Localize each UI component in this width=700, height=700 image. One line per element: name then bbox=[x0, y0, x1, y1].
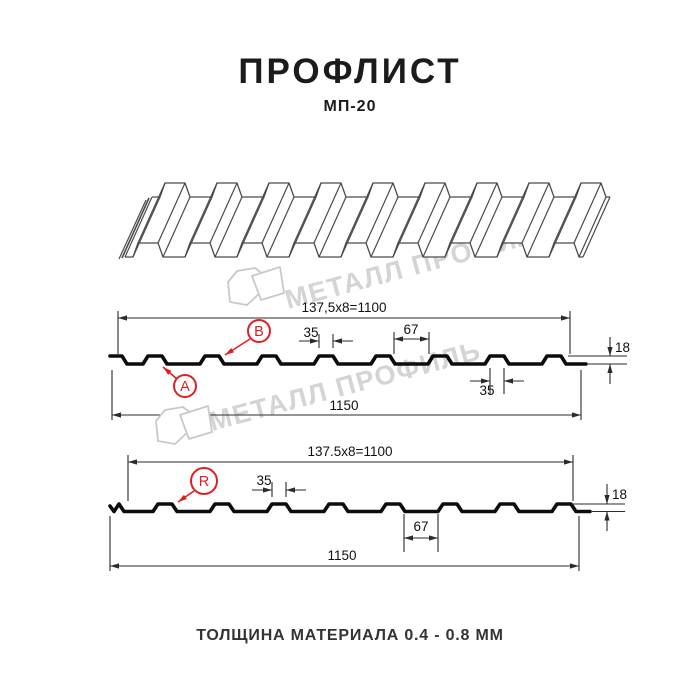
cross-section-top: 137,5x8=1100 35 67 35 18 1150 A B bbox=[108, 300, 630, 420]
dim-height: 18 bbox=[615, 340, 630, 355]
watermark-logo bbox=[251, 266, 285, 301]
sheet-3d-view bbox=[118, 182, 611, 260]
cross-section-bottom: 137.5x8=1100 35 67 18 1150 R bbox=[108, 444, 627, 571]
dim-crest: 35 bbox=[256, 473, 271, 488]
dim-valley-top: 67 bbox=[403, 322, 418, 337]
profile-outline-bottom bbox=[108, 502, 592, 514]
dim-module-top: 137,5x8=1100 bbox=[302, 300, 387, 315]
watermark-text: МЕТАЛЛ ПРОФИЛЬ bbox=[206, 335, 485, 437]
dim-overall: 1150 bbox=[329, 398, 358, 413]
callout-r-circle bbox=[190, 467, 218, 495]
dim-overall: 1150 bbox=[327, 548, 356, 563]
page-title: ПРОФЛИСТ bbox=[238, 52, 462, 91]
dim-crest-bottom: 35 bbox=[479, 383, 494, 398]
page-subtitle: МП-20 bbox=[323, 98, 377, 115]
dim-module-top: 137.5x8=1100 bbox=[308, 444, 393, 459]
callout-r-letter: R bbox=[199, 474, 209, 490]
material-thickness-note: ТОЛЩИНА МАТЕРИАЛА 0.4 - 0.8 ММ bbox=[196, 627, 504, 644]
watermark-logo-layer bbox=[155, 266, 285, 445]
dim-valley: 67 bbox=[413, 519, 428, 534]
dim-crest-top: 35 bbox=[303, 325, 318, 340]
callout-a-letter: A bbox=[180, 379, 190, 395]
watermark-logo bbox=[179, 405, 213, 440]
callout-a-circle bbox=[173, 374, 197, 398]
callout-b-letter: B bbox=[254, 324, 264, 340]
callout-b-circle bbox=[247, 319, 271, 343]
profile-outline-top bbox=[108, 354, 588, 366]
dim-height: 18 bbox=[612, 487, 627, 502]
